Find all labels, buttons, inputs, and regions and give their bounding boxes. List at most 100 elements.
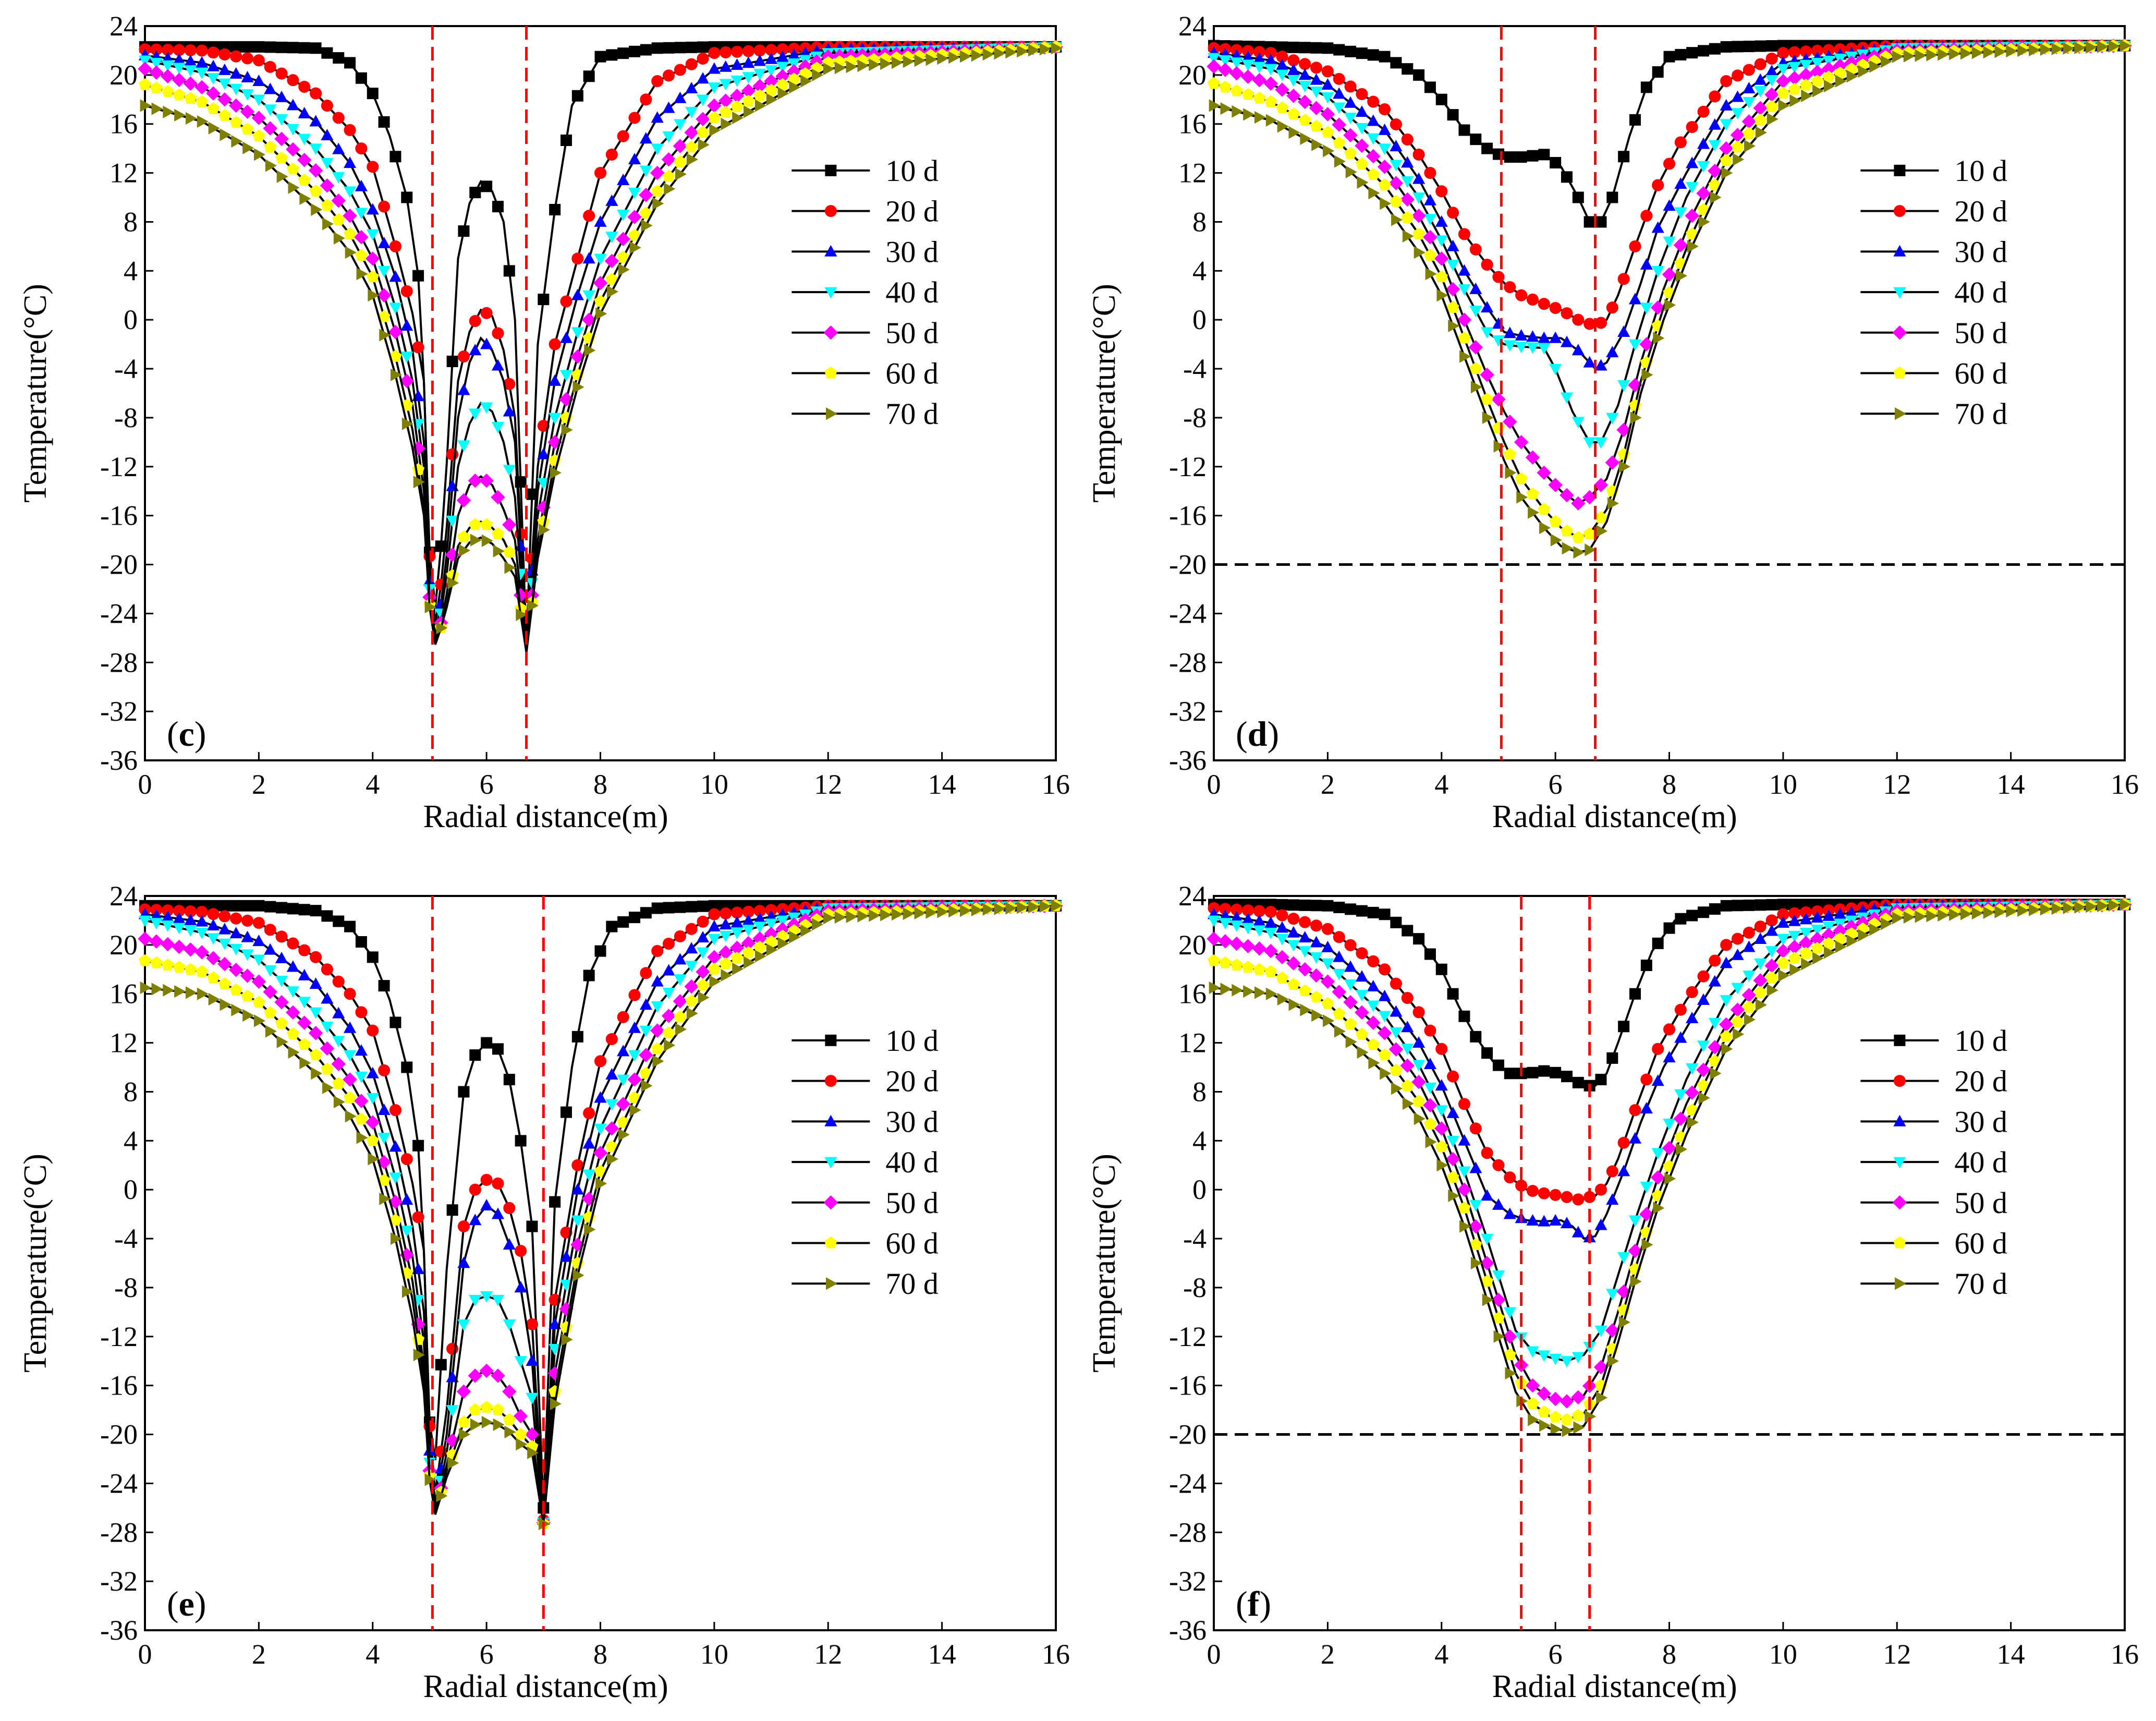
data-point bbox=[1674, 207, 1687, 219]
data-point bbox=[1469, 1200, 1482, 1212]
data-point bbox=[1741, 114, 1757, 129]
data-point bbox=[1264, 64, 1277, 76]
data-point bbox=[742, 72, 755, 84]
data-point bbox=[1651, 265, 1664, 277]
data-point bbox=[1651, 1074, 1664, 1086]
data-point bbox=[1028, 901, 1040, 914]
data-point bbox=[1435, 1140, 1448, 1153]
data-point bbox=[1458, 1098, 1470, 1110]
data-point bbox=[1640, 1073, 1653, 1086]
data-point bbox=[1560, 392, 1574, 404]
data-point bbox=[1412, 1036, 1426, 1048]
y-tick-label: 8 bbox=[124, 206, 138, 237]
data-point bbox=[251, 111, 266, 125]
data-point bbox=[914, 906, 926, 919]
data-point bbox=[549, 1196, 561, 1208]
data-point bbox=[697, 126, 710, 138]
data-point bbox=[1390, 1005, 1403, 1017]
data-point bbox=[1333, 87, 1346, 99]
data-point bbox=[400, 352, 413, 363]
data-point bbox=[354, 1094, 369, 1108]
data-point bbox=[389, 151, 401, 163]
data-point bbox=[1869, 60, 1881, 73]
x-tick-label: 12 bbox=[814, 769, 842, 800]
data-point bbox=[1560, 1413, 1573, 1425]
data-point bbox=[753, 940, 766, 953]
data-point bbox=[1028, 44, 1040, 57]
x-tick-label: 6 bbox=[1549, 1639, 1563, 1670]
data-point bbox=[1276, 899, 1288, 911]
x-tick-label: 10 bbox=[700, 1639, 728, 1670]
data-point bbox=[298, 134, 311, 146]
data-point bbox=[651, 945, 664, 958]
data-point bbox=[571, 1159, 584, 1171]
data-point bbox=[1926, 49, 1938, 62]
data-point bbox=[264, 104, 277, 116]
data-point bbox=[1776, 64, 1789, 76]
data-point bbox=[366, 270, 379, 283]
data-point bbox=[1754, 73, 1767, 85]
x-tick-label: 6 bbox=[480, 769, 494, 800]
legend-label: 10 d bbox=[885, 154, 939, 188]
data-point bbox=[1788, 952, 1801, 964]
data-point bbox=[366, 1066, 379, 1078]
data-point bbox=[605, 1033, 618, 1046]
data-point bbox=[1799, 59, 1812, 71]
data-point bbox=[1686, 1104, 1699, 1116]
data-point bbox=[1401, 1079, 1414, 1092]
data-point bbox=[1686, 1012, 1699, 1024]
data-point bbox=[685, 995, 698, 1007]
data-point bbox=[1445, 282, 1460, 297]
data-point bbox=[1754, 986, 1767, 998]
data-point bbox=[673, 139, 688, 153]
data-point bbox=[493, 544, 505, 557]
data-point bbox=[184, 913, 197, 925]
data-point bbox=[640, 44, 652, 56]
data-point bbox=[1834, 932, 1847, 944]
data-point bbox=[1650, 1170, 1665, 1185]
y-tick-label: -24 bbox=[100, 598, 138, 629]
data-point bbox=[1674, 1089, 1687, 1101]
data-point bbox=[241, 123, 254, 135]
data-point bbox=[1492, 1270, 1505, 1282]
data-point bbox=[173, 912, 186, 924]
data-point bbox=[1629, 114, 1641, 126]
data-point bbox=[479, 474, 494, 488]
data-point bbox=[685, 82, 698, 94]
data-point bbox=[1310, 990, 1323, 1003]
data-point bbox=[1709, 90, 1721, 103]
data-point bbox=[1321, 940, 1334, 952]
data-point bbox=[1355, 1028, 1368, 1040]
data-point bbox=[1377, 160, 1392, 174]
data-point bbox=[1220, 983, 1232, 996]
data-point bbox=[1232, 105, 1244, 118]
data-point bbox=[456, 1384, 471, 1399]
data-point bbox=[742, 905, 754, 918]
data-point bbox=[1686, 121, 1698, 134]
data-point bbox=[149, 934, 164, 949]
data-point bbox=[343, 1021, 357, 1033]
data-point bbox=[742, 45, 754, 57]
data-point bbox=[549, 338, 561, 350]
legend-marker bbox=[824, 205, 837, 217]
data-point bbox=[777, 87, 789, 100]
data-point bbox=[1572, 1352, 1585, 1364]
data-point bbox=[1298, 114, 1311, 126]
data-point bbox=[674, 64, 686, 76]
data-point bbox=[1515, 472, 1528, 484]
data-point bbox=[640, 967, 652, 979]
data-point bbox=[1447, 109, 1459, 121]
y-tick-label: -28 bbox=[100, 647, 138, 678]
data-point bbox=[526, 1354, 539, 1366]
data-point bbox=[1515, 329, 1528, 341]
data-point bbox=[1606, 1165, 1618, 1178]
data-point bbox=[1607, 1354, 1619, 1367]
panel-label-close: ) bbox=[1259, 1584, 1271, 1623]
data-point bbox=[470, 1418, 482, 1431]
data-point bbox=[584, 344, 596, 357]
data-point bbox=[652, 197, 664, 210]
data-point bbox=[1766, 40, 1778, 52]
data-point bbox=[1209, 981, 1221, 995]
data-point bbox=[1573, 1421, 1585, 1434]
y-tick-label: 12 bbox=[1178, 1027, 1207, 1059]
